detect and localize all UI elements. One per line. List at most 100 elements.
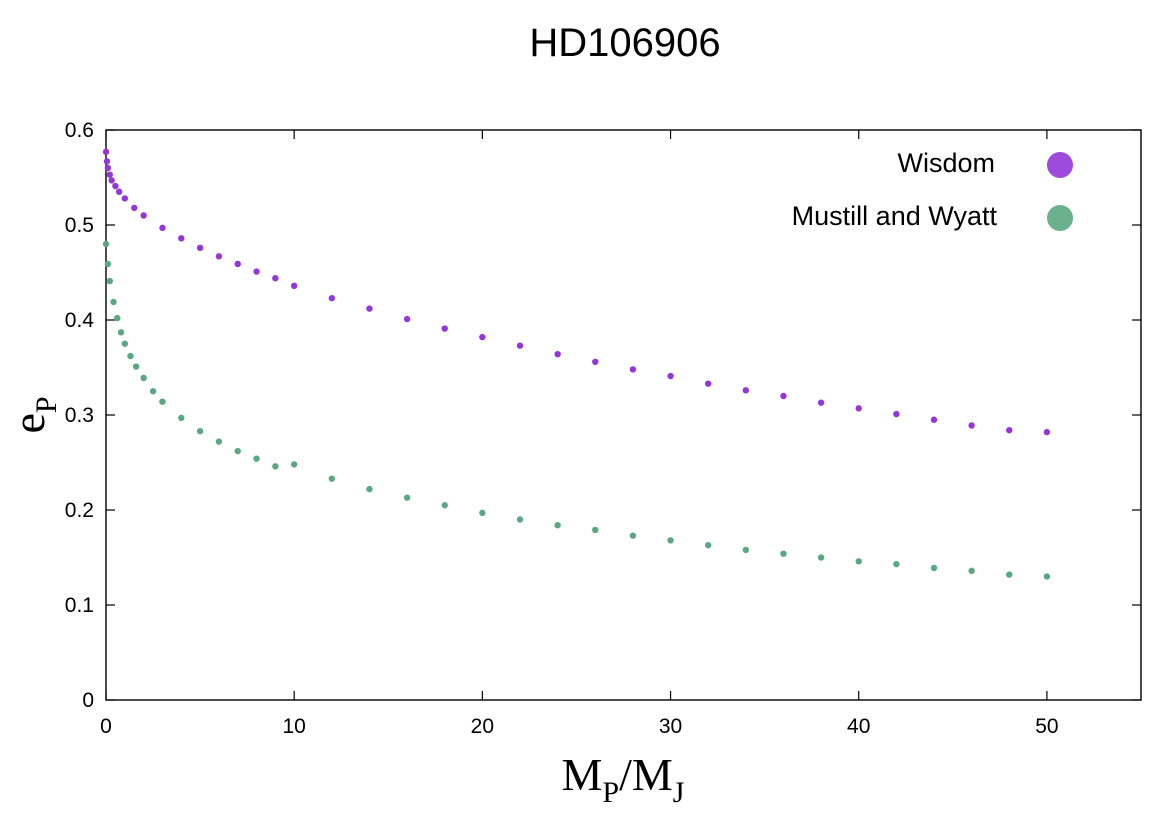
data-point [930, 416, 938, 423]
x-axis-label-sub-j: J [673, 776, 685, 809]
data-point [328, 294, 336, 302]
data-point [102, 240, 110, 248]
data-point [968, 567, 975, 574]
x-tick-label: 0 [100, 715, 112, 738]
data-point [968, 422, 975, 429]
x-tick-label: 10 [283, 715, 306, 738]
legend: Wisdom Mustill and Wyatt [792, 148, 1073, 231]
data-point [132, 363, 140, 370]
data-point [159, 398, 166, 405]
data-point [121, 195, 129, 202]
data-point [780, 392, 787, 400]
y-tick-label: 0.5 [65, 214, 94, 237]
data-point [855, 558, 862, 565]
data-point [817, 399, 825, 406]
data-point [131, 204, 138, 212]
y-tick-label: 0.3 [65, 404, 94, 427]
data-point [441, 325, 448, 332]
data-point [592, 358, 599, 365]
data-point [479, 509, 486, 517]
data-point [234, 260, 241, 268]
data-point [516, 516, 524, 523]
data-point [667, 372, 674, 380]
y-axis-label-sub-p: P [30, 396, 63, 413]
data-point [629, 366, 637, 373]
data-point [149, 388, 157, 395]
data-point [742, 546, 750, 554]
data-point [178, 414, 185, 422]
data-point [253, 455, 260, 462]
data-point [1043, 573, 1051, 580]
data-point [102, 148, 110, 156]
data-point [855, 405, 862, 412]
x-tick-label: 30 [659, 715, 682, 738]
data-point [893, 560, 900, 568]
data-point [667, 537, 674, 544]
y-tick-label: 0.2 [65, 499, 94, 522]
data-point [554, 522, 561, 529]
data-point [1043, 428, 1051, 436]
data-point [1006, 571, 1013, 578]
chart-title: HD106906 [529, 21, 720, 65]
legend-label-mustill-and-wyatt: Mustill and Wyatt [792, 201, 998, 231]
data-point [366, 305, 373, 312]
data-point [930, 564, 938, 572]
x-tick-label: 50 [1035, 715, 1058, 738]
data-point [290, 461, 298, 468]
data-point [403, 494, 411, 501]
data-point [780, 550, 787, 557]
data-point [121, 340, 129, 347]
data-point [516, 342, 524, 349]
data-point [159, 224, 166, 232]
x-axis-label-m: M [562, 749, 603, 800]
x-tick-label: 20 [471, 715, 494, 738]
data-point [742, 387, 750, 394]
data-point [108, 177, 115, 184]
data-point [103, 158, 111, 165]
data-point [104, 164, 112, 172]
legend-marker-mustill-and-wyatt [1047, 205, 1073, 231]
y-axis-label-e: e [3, 413, 54, 433]
data-point [196, 244, 204, 251]
data-point [554, 351, 561, 358]
data-point [441, 502, 448, 509]
y-tick-label: 0.1 [65, 594, 94, 617]
x-axis-label-over-m: /M [619, 749, 673, 800]
data-point [1006, 427, 1013, 434]
series-wisdom [102, 148, 1051, 436]
x-axis-label-sub-p: P [602, 776, 619, 809]
data-point [215, 438, 223, 445]
data-point [106, 277, 113, 285]
data-series [102, 148, 1051, 580]
data-point [479, 333, 486, 341]
x-tick-label: 40 [847, 715, 870, 738]
y-tick-label: 0.4 [65, 309, 95, 332]
axis-ticks: 0 10 20 30 40 50 0 0.1 0.2 0.3 0.4 0.5 0.6 [65, 119, 1141, 738]
data-point [106, 171, 113, 178]
data-point [272, 463, 279, 470]
y-tick-label: 0 [82, 689, 94, 712]
data-point [893, 410, 900, 418]
data-point [592, 526, 599, 534]
data-point [328, 475, 336, 482]
data-point [704, 541, 712, 549]
data-point [115, 188, 123, 195]
series-mustill-and-wyatt [102, 240, 1051, 580]
data-point [629, 532, 637, 539]
y-tick-label: 0.6 [65, 119, 94, 142]
y-axis-label: eP [3, 396, 63, 433]
data-point [178, 235, 185, 242]
data-point [196, 427, 204, 435]
x-axis-label: MP/MJ [562, 749, 685, 809]
legend-marker-wisdom [1047, 152, 1073, 178]
data-point [366, 485, 373, 493]
data-point [112, 182, 119, 190]
data-point [104, 260, 112, 268]
data-point [117, 329, 125, 336]
data-point [114, 314, 121, 322]
data-point [253, 268, 260, 275]
data-point [704, 380, 712, 387]
legend-label-wisdom: Wisdom [897, 148, 995, 178]
